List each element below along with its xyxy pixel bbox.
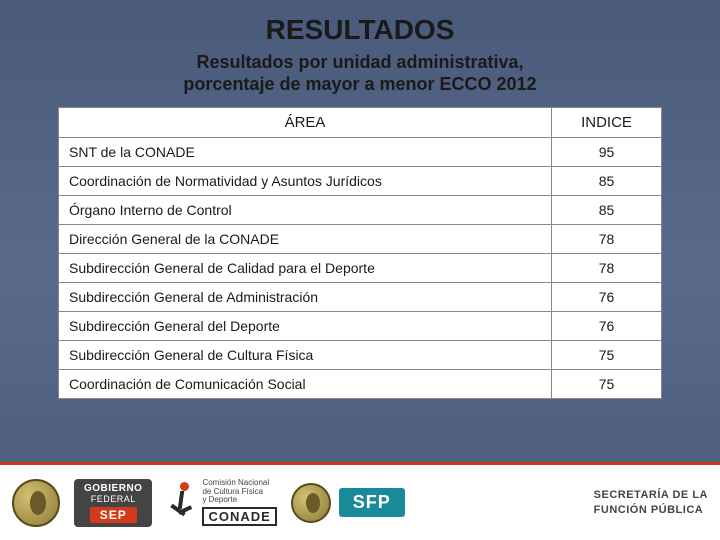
table-row: Dirección General de la CONADE78	[59, 225, 662, 254]
cell-indice: 85	[552, 167, 662, 196]
table-row: Subdirección General de Administración76	[59, 283, 662, 312]
table-row: Subdirección General de Cultura Física75	[59, 341, 662, 370]
page-subtitle: Resultados por unidad administrativa, po…	[0, 46, 720, 107]
table-row: Órgano Interno de Control85	[59, 196, 662, 225]
conade-logo: Comisión Nacional de Cultura Física y De…	[166, 473, 276, 533]
eagle-seal-icon	[12, 479, 60, 527]
subtitle-line-2: porcentaje de mayor a menor ECCO 2012	[0, 74, 720, 96]
results-table: ÁREA INDICE SNT de la CONADE95Coordinaci…	[58, 107, 662, 399]
cell-indice: 95	[552, 138, 662, 167]
cell-area: Subdirección General del Deporte	[59, 312, 552, 341]
table-row: SNT de la CONADE95	[59, 138, 662, 167]
cell-area: SNT de la CONADE	[59, 138, 552, 167]
col-header-indice: INDICE	[552, 108, 662, 138]
gov-line-2: FEDERAL	[91, 494, 136, 504]
table-row: Subdirección General de Calidad para el …	[59, 254, 662, 283]
table-row: Coordinación de Comunicación Social75	[59, 370, 662, 399]
gobierno-federal-logo: GOBIERNO FEDERAL SEP	[74, 473, 152, 533]
gov-line-1: GOBIERNO	[84, 483, 142, 494]
conade-runner-icon	[166, 482, 196, 524]
conade-brand: CONADE	[202, 507, 276, 526]
mexico-seal-large	[12, 473, 60, 533]
cell-indice: 78	[552, 225, 662, 254]
cell-area: Subdirección General de Calidad para el …	[59, 254, 552, 283]
sep-badge: SEP	[90, 507, 137, 523]
cell-indice: 76	[552, 312, 662, 341]
conade-line-3: y Deporte	[202, 496, 276, 505]
eagle-seal-small-icon	[291, 483, 331, 523]
cell-area: Coordinación de Normatividad y Asuntos J…	[59, 167, 552, 196]
results-table-container: ÁREA INDICE SNT de la CONADE95Coordinaci…	[58, 107, 662, 399]
cell-area: Subdirección General de Administración	[59, 283, 552, 312]
cell-area: Coordinación de Comunicación Social	[59, 370, 552, 399]
table-row: Subdirección General del Deporte76	[59, 312, 662, 341]
cell-indice: 78	[552, 254, 662, 283]
cell-indice: 75	[552, 370, 662, 399]
gobierno-federal-badge: GOBIERNO FEDERAL SEP	[74, 479, 152, 527]
secretaria-line-2: FUNCIÓN PÚBLICA	[594, 503, 704, 517]
table-header-row: ÁREA INDICE	[59, 108, 662, 138]
secretaria-line-1: SECRETARÍA DE LA	[594, 488, 708, 502]
table-row: Coordinación de Normatividad y Asuntos J…	[59, 167, 662, 196]
sfp-logo: SFP	[291, 473, 405, 533]
cell-area: Subdirección General de Cultura Física	[59, 341, 552, 370]
page-title: RESULTADOS	[0, 0, 720, 46]
secretaria-text: SECRETARÍA DE LA FUNCIÓN PÚBLICA	[594, 473, 708, 533]
cell-area: Órgano Interno de Control	[59, 196, 552, 225]
cell-indice: 75	[552, 341, 662, 370]
footer-bar: GOBIERNO FEDERAL SEP Comisión Nacional d…	[0, 462, 720, 540]
col-header-area: ÁREA	[59, 108, 552, 138]
cell-indice: 76	[552, 283, 662, 312]
cell-indice: 85	[552, 196, 662, 225]
subtitle-line-1: Resultados por unidad administrativa,	[0, 52, 720, 74]
sfp-badge: SFP	[339, 488, 405, 517]
cell-area: Dirección General de la CONADE	[59, 225, 552, 254]
